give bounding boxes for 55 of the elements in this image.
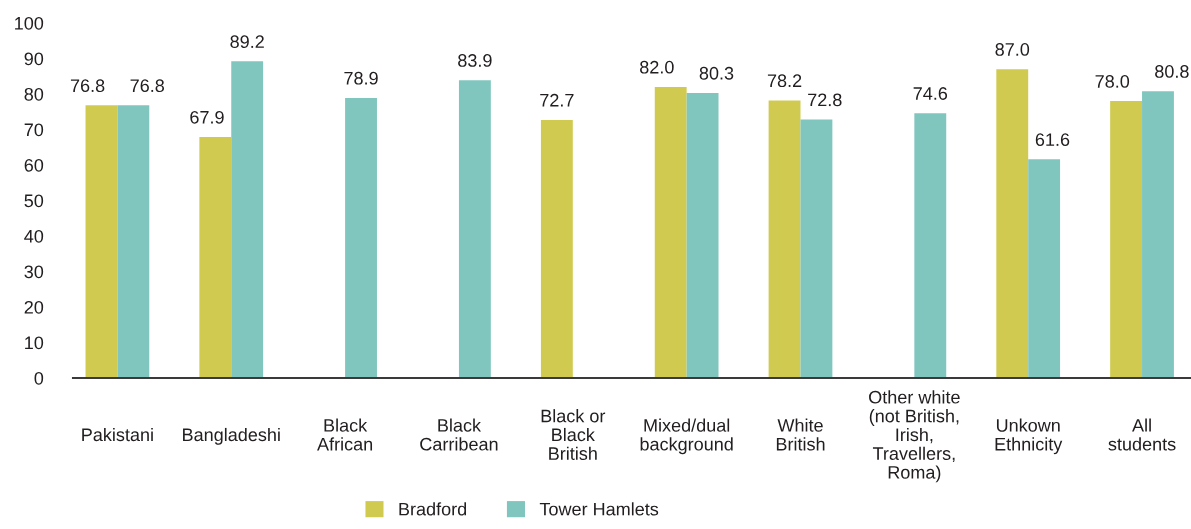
bar: [540, 119, 573, 378]
bar: [458, 80, 491, 378]
x-tick-label: Black Carribean: [420, 418, 498, 451]
data-label: 61.6: [1035, 133, 1070, 147]
data-label: 87.0: [995, 43, 1030, 56]
data-label: 78.0: [1095, 75, 1130, 88]
x-tick-label: Mixed/dual background: [640, 418, 733, 455]
bar: [85, 105, 118, 378]
data-label: 67.9: [190, 110, 224, 124]
data-label: 80.3: [699, 66, 734, 80]
data-label: 89.2: [230, 35, 264, 49]
y-tick-label: 70: [24, 123, 44, 137]
bar: [996, 69, 1029, 378]
y-tick-label: 30: [24, 265, 44, 279]
bar: [117, 105, 150, 378]
y-tick-label: 0: [34, 371, 44, 385]
x-tick-label: Pakistani: [82, 427, 153, 442]
bar: [1142, 91, 1174, 378]
data-label: 76.8: [130, 79, 165, 93]
legend-label: Tower Hamlets: [539, 502, 659, 516]
data-label: 78.2: [767, 74, 802, 88]
bar: [768, 100, 801, 378]
y-tick-label: 100: [15, 16, 44, 30]
y-tick-label: 40: [24, 229, 44, 243]
y-tick-label: 80: [24, 87, 44, 101]
y-tick-label: 10: [25, 336, 44, 350]
x-tick-label: All students: [1108, 418, 1176, 451]
y-tick-label: 90: [24, 52, 44, 66]
bar: [345, 97, 377, 378]
x-tick-label: White British: [776, 418, 825, 451]
bar: [800, 119, 833, 378]
data-label: 72.7: [540, 93, 574, 107]
data-label: 82.0: [640, 60, 674, 74]
data-label: 72.8: [808, 93, 842, 107]
data-label: 78.9: [344, 71, 378, 85]
data-label: 83.9: [458, 54, 492, 67]
bar: [199, 136, 232, 378]
bar: [1028, 159, 1061, 378]
data-label: 74.6: [913, 87, 948, 100]
bar: [914, 113, 947, 378]
data-label: 76.8: [70, 79, 105, 93]
y-tick-label: 60: [24, 158, 44, 172]
x-tick-label: Unkown Ethnicity: [995, 418, 1063, 455]
x-tick-label: Other white (not British, Irish, Travellers, Roma): [869, 390, 960, 483]
x-tick-label: Black or Black British: [541, 409, 606, 460]
y-tick-label: 50: [24, 194, 44, 208]
bar: [231, 61, 264, 378]
y-tick-label: 20: [24, 300, 44, 314]
bar: [654, 86, 687, 378]
bar: [686, 92, 719, 378]
legend-label: Bradford: [399, 502, 467, 516]
data-label: 80.8: [1155, 65, 1189, 78]
x-tick-label: Bangladeshi: [183, 427, 280, 445]
x-tick-label: Black African: [317, 418, 373, 451]
bar: [1110, 101, 1143, 378]
